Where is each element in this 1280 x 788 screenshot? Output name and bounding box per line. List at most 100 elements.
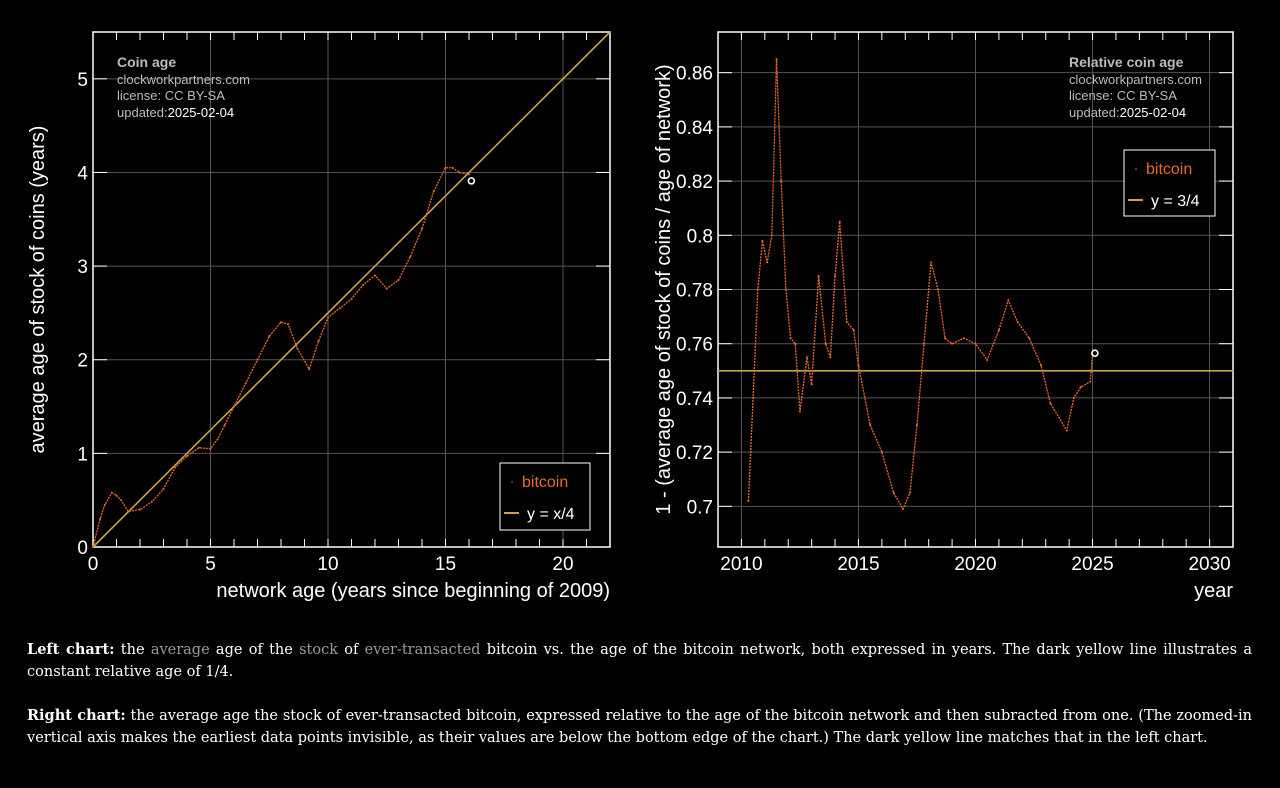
updated-date: 2025-02-04 [168, 105, 235, 120]
bitcoin-data-point [308, 368, 311, 371]
bitcoin-data-point [869, 424, 872, 427]
y-tick-label: 0.76 [676, 335, 713, 356]
link-stock[interactable]: stock [299, 642, 338, 658]
bitcoin-data-point [845, 321, 848, 324]
bitcoin-data-point [421, 227, 423, 230]
bitcoin-data-point [923, 342, 925, 345]
bitcoin-data-point [852, 329, 855, 332]
bitcoin-data-point [256, 358, 259, 361]
y-tick-label: 5 [77, 70, 88, 91]
bitcoin-data-point [1049, 402, 1052, 405]
bitcoin-data-point [784, 288, 787, 291]
bitcoin-data-point [761, 239, 764, 242]
bitcoin-data-point [1016, 321, 1019, 324]
bitcoin-data-point [444, 166, 447, 169]
bitcoin-series-line [92, 167, 470, 548]
bitcoin-data-point [880, 451, 883, 454]
bitcoin-data-point [951, 342, 954, 345]
bitcoin-data-point [110, 491, 113, 494]
x-tick-label: 20 [552, 554, 573, 575]
bitcoin-data-point [1072, 396, 1075, 399]
bitcoin-data-point [775, 58, 778, 61]
x-axis-title: network age (years since beginning of 20… [216, 580, 610, 602]
right-chart: 2010 2015 2020 2025 2030 0.7 0.72 0.74 0.76 0.78 0… [653, 31, 1234, 602]
bitcoin-data-point [756, 288, 759, 291]
left-chart-caption: Left chart: the average age of the stock… [27, 639, 1252, 683]
bitcoin-data-point [766, 261, 769, 264]
bitcoin-data-point [296, 347, 299, 350]
y-axis-title: average age of stock of coins (years) [27, 126, 49, 454]
bitcoin-data-point [789, 337, 792, 340]
bitcoin-data-point [1079, 386, 1082, 389]
bitcoin-data-point [810, 383, 813, 386]
updated-label: updated: [1069, 105, 1120, 120]
bitcoin-data-point [468, 173, 470, 176]
bitcoin-data-point [747, 499, 750, 502]
link-average[interactable]: average [150, 642, 210, 658]
x-tick-label: 2010 [720, 554, 762, 575]
bitcoin-data-point [798, 410, 801, 413]
y-tick-label: 0.86 [676, 64, 713, 85]
bitcoin-data-point [824, 342, 827, 345]
bitcoin-data-point [944, 337, 947, 340]
legend-box [1123, 149, 1216, 217]
bitcoin-data-point [805, 356, 808, 359]
bitcoin-data-point [150, 501, 153, 504]
y-tick-label: 0 [77, 538, 88, 559]
bitcoin-data-point [268, 335, 271, 338]
bitcoin-data-point [397, 279, 400, 282]
bitcoin-data-point [280, 321, 282, 324]
bitcoin-data-point [1065, 429, 1068, 432]
legend-box [499, 462, 591, 531]
bitcoin-data-point [362, 283, 365, 286]
bitcoin-data-point [997, 329, 1000, 332]
caption-heading: Right chart: [27, 707, 126, 724]
bitcoin-data-point [794, 342, 797, 345]
bitcoin-series-line [747, 59, 1094, 511]
bitcoin-data-point [930, 261, 933, 264]
x-tick-label: 0 [88, 554, 99, 575]
bitcoin-data-point [338, 307, 341, 310]
caption-text: bitcoin vs. the age of the bitcoin netwo… [27, 642, 1252, 680]
bitcoin-data-point [223, 424, 226, 427]
legend-bitcoin-marker [1135, 168, 1137, 170]
bitcoin-data-point [120, 499, 123, 502]
x-tick-label: 5 [205, 554, 216, 575]
bitcoin-data-point [915, 424, 918, 427]
bitcoin-data-point [103, 503, 106, 506]
bitcoin-data-point [780, 180, 783, 183]
caption-text: of [338, 642, 365, 658]
y-tick-label: 0.78 [676, 281, 713, 302]
caption-text: the [114, 642, 151, 658]
y-tick-label: 0.7 [687, 497, 713, 518]
y-tick-label: 2 [77, 351, 88, 372]
bitcoin-data-point [838, 220, 841, 223]
bitcoin-data-point [127, 510, 130, 513]
bitcoin-data-point [908, 491, 911, 494]
bitcoin-data-point [209, 447, 212, 450]
link-ever-transacted[interactable]: ever-transacted [364, 642, 481, 658]
y-tick-label: 0.82 [676, 172, 713, 193]
bitcoin-data-point [162, 487, 165, 490]
updated-date: 2025-02-04 [1120, 105, 1187, 120]
bitcoin-data-point [139, 508, 141, 511]
bitcoin-data-point [317, 340, 320, 342]
bitcoin-data-point [92, 546, 94, 548]
latest-point-marker [1091, 349, 1099, 357]
y-tick-label: 3 [77, 257, 88, 278]
bitcoin-data-point [115, 494, 118, 497]
annotation-updated: updated:2025-02-04 [117, 105, 234, 120]
x-tick-label: 10 [317, 554, 338, 575]
legend-reference-label: y = x/4 [527, 506, 575, 523]
caption-heading: Left chart: [27, 641, 115, 658]
bitcoin-data-point [374, 274, 376, 277]
bitcoin-data-point [770, 234, 773, 237]
y-tick-label: 0.84 [676, 118, 713, 139]
bitcoin-data-point [986, 358, 989, 361]
bitcoin-data-point [350, 297, 353, 300]
annotation-site: clockworkpartners.com [117, 72, 250, 87]
annotation-license: license: CC BY-SA [1069, 88, 1177, 103]
bitcoin-data-point [937, 288, 940, 291]
bitcoin-data-point [451, 166, 454, 169]
